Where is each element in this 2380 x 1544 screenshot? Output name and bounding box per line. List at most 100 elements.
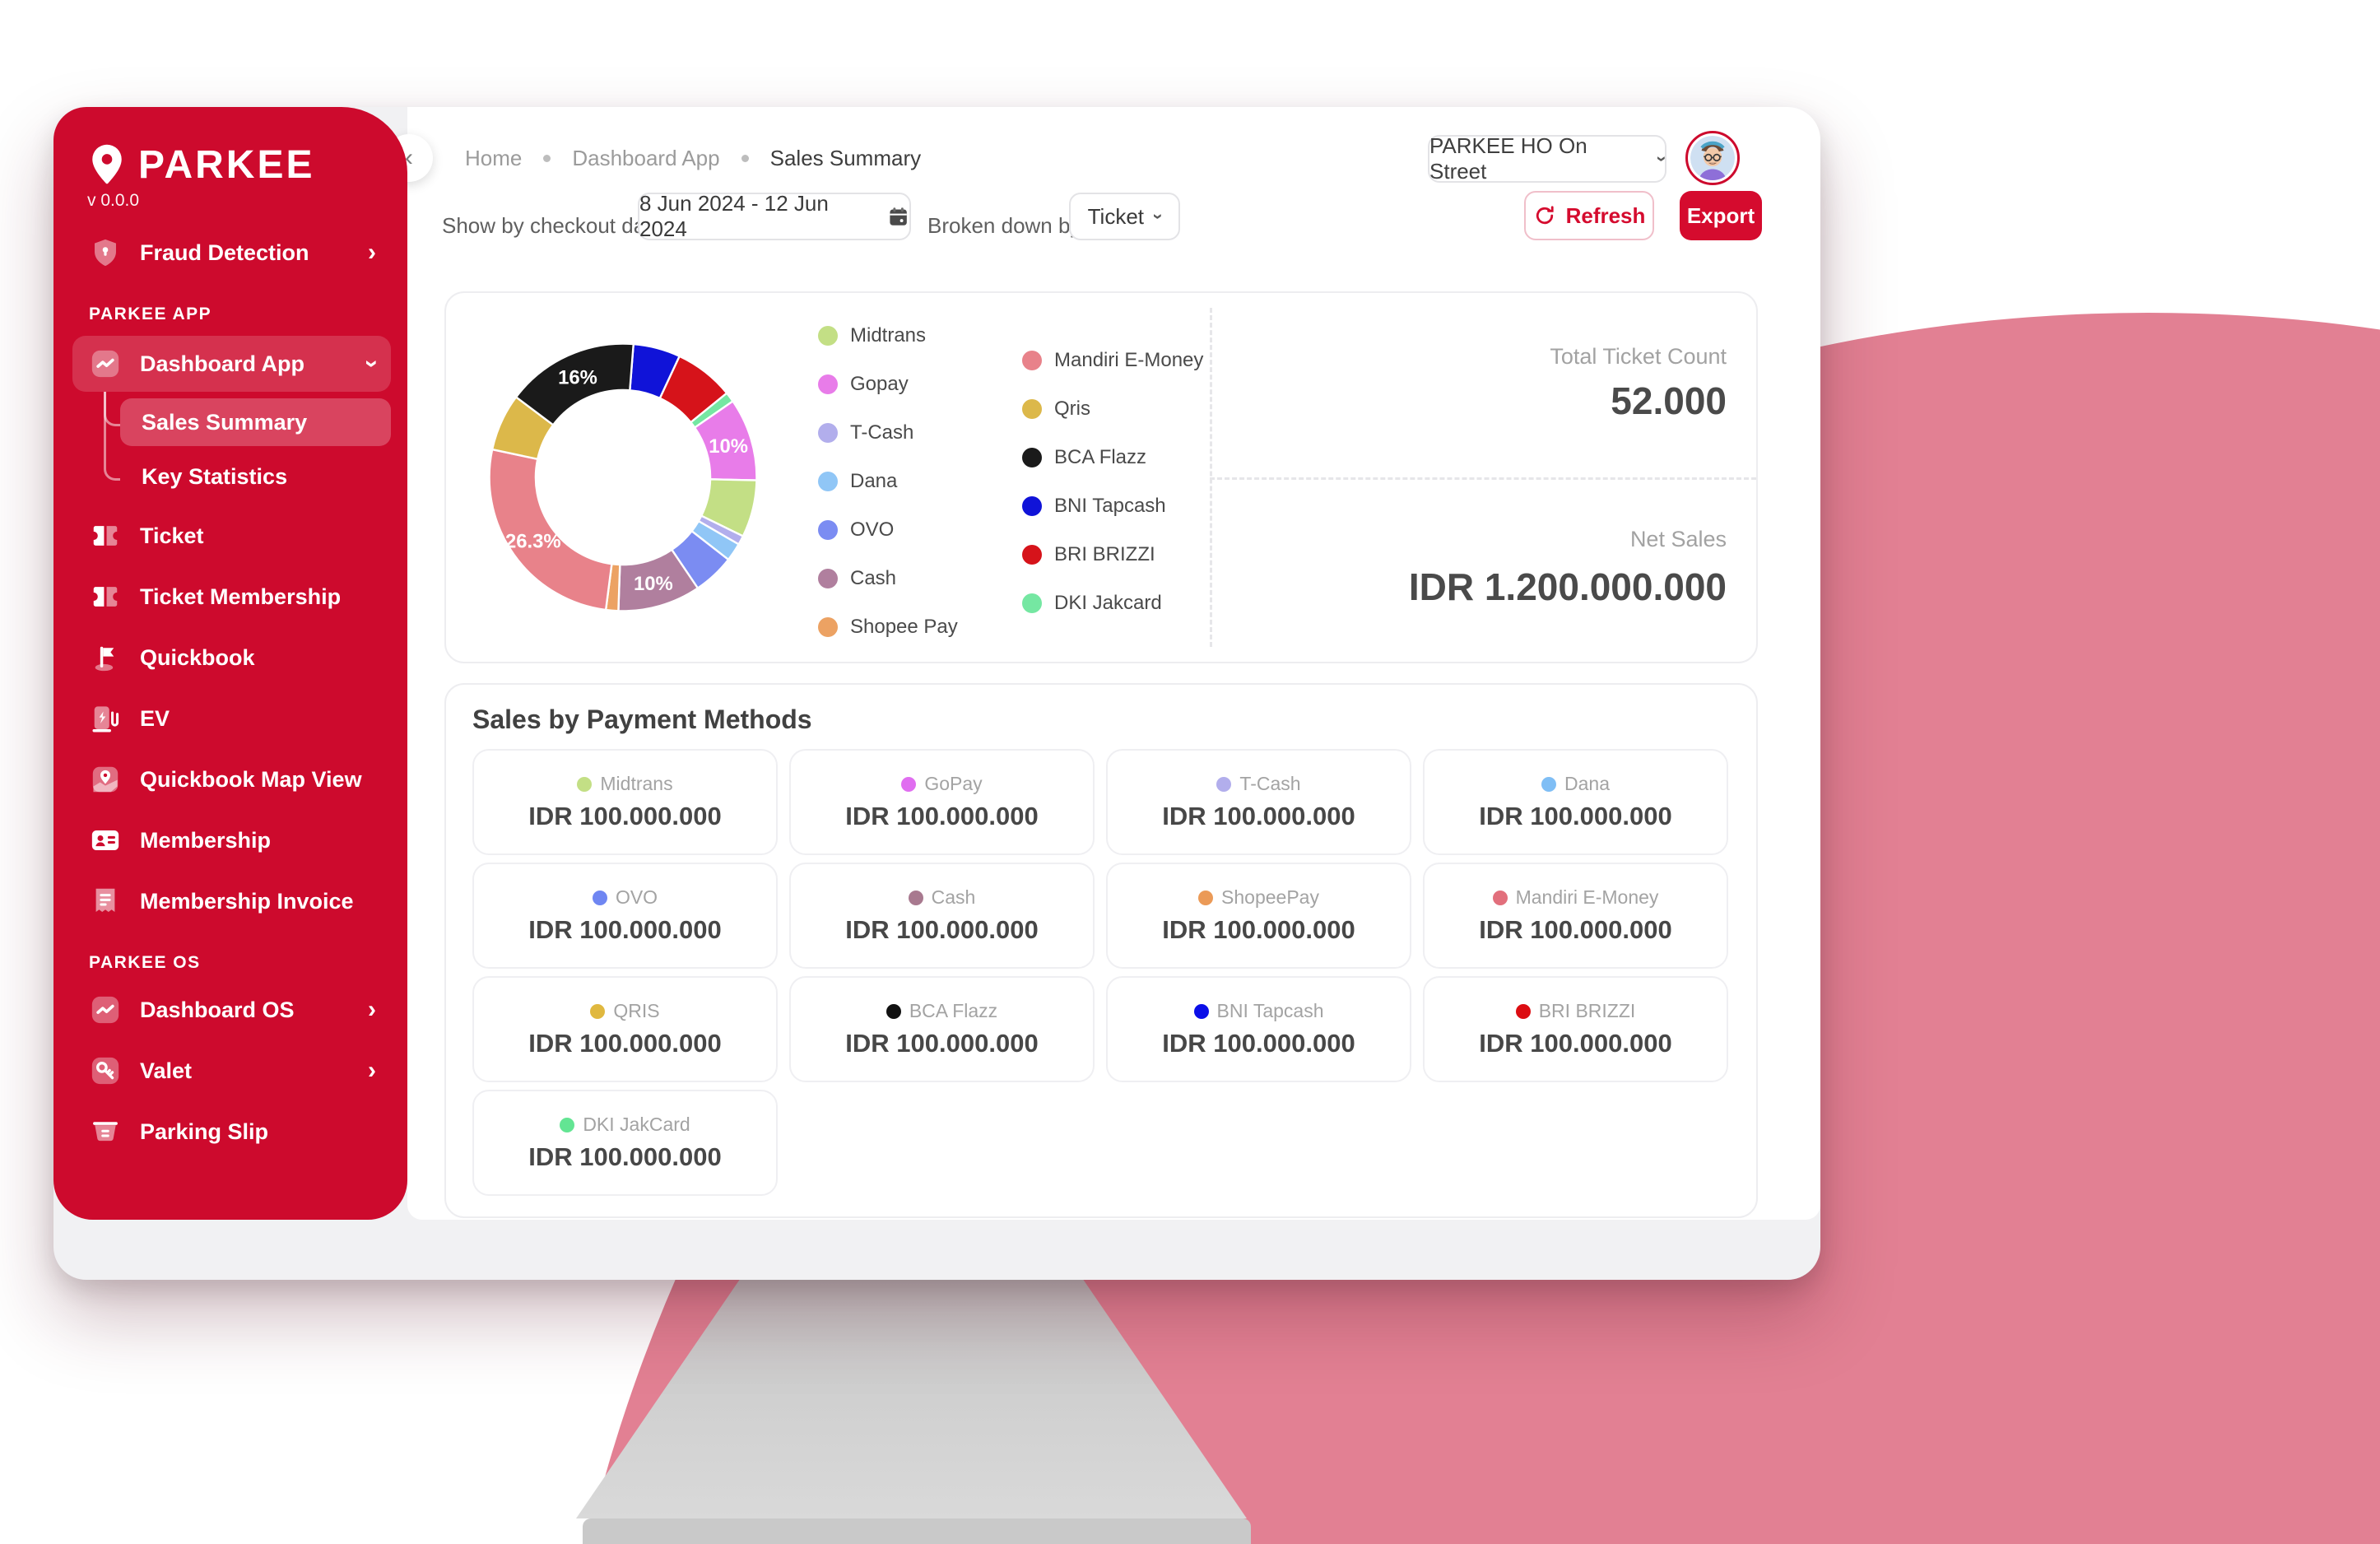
sidebar-item-dashboard-app[interactable]: Dashboard App › — [72, 336, 391, 392]
date-range-picker[interactable]: 8 Jun 2024 - 12 Jun 2024 — [638, 191, 911, 241]
app-window: ‹ Home Dashboard App Sales Summary PARKE… — [53, 107, 1820, 1280]
legend-item: BRI BRIZZI — [1022, 530, 1203, 579]
payment-method-color-dot — [1515, 1003, 1531, 1019]
payment-method-name: T-Cash — [1216, 773, 1301, 795]
sidebar-subitem-key-statistics[interactable]: Key Statistics — [142, 463, 288, 489]
breadcrumb-home[interactable]: Home — [465, 145, 523, 170]
payment-method-value: IDR 100.000.000 — [528, 1142, 722, 1171]
sidebar-item-membership[interactable]: Membership — [72, 815, 391, 866]
legend-item: OVO — [818, 505, 958, 554]
legend-color-dot — [818, 422, 838, 443]
legend-item: Mandiri E-Money — [1022, 336, 1203, 384]
payment-method-card-bri-brizzi: BRI BRIZZI IDR 100.000.000 — [1423, 976, 1728, 1082]
payment-method-card-dki-jakcard: DKI JakCard IDR 100.000.000 — [472, 1090, 778, 1196]
sidebar-item-label: Dashboard App — [140, 351, 305, 376]
payment-method-color-dot — [592, 890, 607, 905]
donut-slice-label: 10% — [709, 435, 748, 458]
sidebar-item-fraud-detection[interactable]: Fraud Detection › — [72, 227, 391, 278]
payment-method-color-dot — [908, 890, 923, 905]
payment-method-name: DKI JakCard — [560, 1114, 690, 1136]
ticket-icon — [89, 580, 122, 613]
ticket-summary-panel: 10% 10% 26.3% 16% Midtrans Gopay T-Cash Dana OV… — [444, 291, 1758, 663]
export-button[interactable]: Export — [1680, 191, 1762, 240]
breakdown-value: Ticket — [1087, 203, 1145, 229]
legend-label: BRI BRIZZI — [1054, 542, 1155, 565]
sidebar-item-label: Membership Invoice — [140, 888, 354, 914]
sidebar-item-parking-slip[interactable]: Parking Slip — [72, 1106, 391, 1157]
legend-label: DKI Jakcard — [1054, 591, 1162, 614]
avatar[interactable] — [1685, 131, 1740, 185]
donut-slice-label: 26.3% — [505, 531, 561, 553]
sales-by-payment-methods-panel: Sales by Payment Methods Midtrans IDR 100… — [444, 683, 1758, 1218]
payment-method-card-t-cash: T-Cash IDR 100.000.000 — [1106, 749, 1411, 855]
flag-icon — [89, 641, 122, 674]
shield-icon — [89, 236, 122, 269]
legend-item: Shopee Pay — [818, 602, 958, 651]
payment-method-value: IDR 100.000.000 — [1479, 802, 1672, 830]
payment-method-card-ovo: OVO IDR 100.000.000 — [472, 863, 778, 969]
sidebar-item-membership-invoice[interactable]: Membership Invoice — [72, 876, 391, 927]
payment-method-cards: Midtrans IDR 100.000.000 GoPay IDR 100.000.… — [472, 749, 1728, 1196]
brand-name: PARKEE — [138, 142, 315, 187]
legend-color-dot — [818, 519, 838, 540]
sidebar-item-ticket-membership[interactable]: Ticket Membership — [72, 571, 391, 622]
sidebar: PARKEE v 0.0.0 Fraud Detection › PARKEE AP… — [53, 107, 407, 1220]
breakdown-selector[interactable]: Ticket › — [1069, 193, 1180, 240]
legend-item: Gopay — [818, 360, 958, 408]
payment-method-name: BNI Tapcash — [1193, 1000, 1323, 1022]
breadcrumb-dashboard-app[interactable]: Dashboard App — [572, 145, 720, 170]
id-card-icon — [89, 824, 122, 857]
sidebar-item-dashboard-os[interactable]: Dashboard OS › — [72, 984, 391, 1035]
breadcrumb: Home Dashboard App Sales Summary — [465, 138, 921, 178]
sidebar-item-label: Valet — [140, 1058, 193, 1083]
payment-method-card-dana: Dana IDR 100.000.000 — [1423, 749, 1728, 855]
payment-method-card-qris: QRIS IDR 100.000.000 — [472, 976, 778, 1082]
legend-color-dot — [818, 616, 838, 637]
legend-label: BCA Flazz — [1054, 445, 1147, 468]
legend-label: Gopay — [850, 372, 909, 395]
legend-item: Cash — [818, 554, 958, 602]
sidebar-item-label: Membership — [140, 827, 272, 853]
sidebar-item-valet[interactable]: Valet › — [72, 1045, 391, 1096]
legend-color-dot — [1022, 495, 1042, 516]
chart-legend-column-1: Midtrans Gopay T-Cash Dana OVO Cash Shopee Pay — [818, 311, 958, 651]
breadcrumb-separator-icon — [741, 154, 749, 162]
refresh-label: Refresh — [1565, 202, 1646, 228]
chevron-down-icon: › — [359, 360, 386, 368]
donut-slice-label: 10% — [634, 573, 673, 595]
payment-method-name: Cash — [908, 886, 975, 909]
calendar-icon — [890, 207, 907, 226]
sidebar-subitem-sales-summary[interactable]: Sales Summary — [120, 398, 391, 446]
invoice-icon — [89, 885, 122, 918]
payment-method-card-shopeepay: ShopeePay IDR 100.000.000 — [1106, 863, 1411, 969]
net-sales-label: Net Sales — [1629, 527, 1727, 551]
site-selector[interactable]: PARKEE HO On Street › — [1428, 133, 1672, 184]
sidebar-item-quickbook-map-view[interactable]: Quickbook Map View — [72, 754, 391, 805]
legend-item: Midtrans — [818, 311, 958, 360]
payment-method-name: Dana — [1541, 773, 1610, 795]
location-pin-icon — [92, 144, 122, 184]
sidebar-item-ev[interactable]: EV — [72, 693, 391, 744]
payment-method-name: QRIS — [590, 1000, 660, 1022]
legend-item: Dana — [818, 457, 958, 505]
payment-method-value: IDR 100.000.000 — [528, 1029, 722, 1058]
legend-color-dot — [818, 374, 838, 394]
tree-connector — [104, 392, 120, 481]
sidebar-item-label: EV — [140, 705, 170, 731]
sidebar-item-quickbook[interactable]: Quickbook — [72, 632, 391, 683]
sidebar-item-ticket[interactable]: Ticket — [72, 510, 391, 561]
app-version: v 0.0.0 — [87, 191, 140, 210]
legend-label: Shopee Pay — [850, 615, 958, 638]
key-icon — [89, 1054, 122, 1087]
refresh-icon — [1536, 206, 1554, 225]
filter-date-label: Show by checkout date — [442, 212, 663, 238]
sidebar-section-label: PARKEE APP — [89, 305, 212, 323]
payment-method-name: Midtrans — [577, 773, 673, 795]
refresh-button[interactable]: Refresh — [1524, 191, 1654, 240]
payment-method-value: IDR 100.000.000 — [1479, 1029, 1672, 1058]
chevron-right-icon: › — [368, 996, 376, 1023]
dashed-divider-horizontal — [1210, 477, 1756, 480]
sidebar-item-label: Parking Slip — [140, 1118, 269, 1144]
sidebar-section-label: PARKEE OS — [89, 953, 201, 972]
